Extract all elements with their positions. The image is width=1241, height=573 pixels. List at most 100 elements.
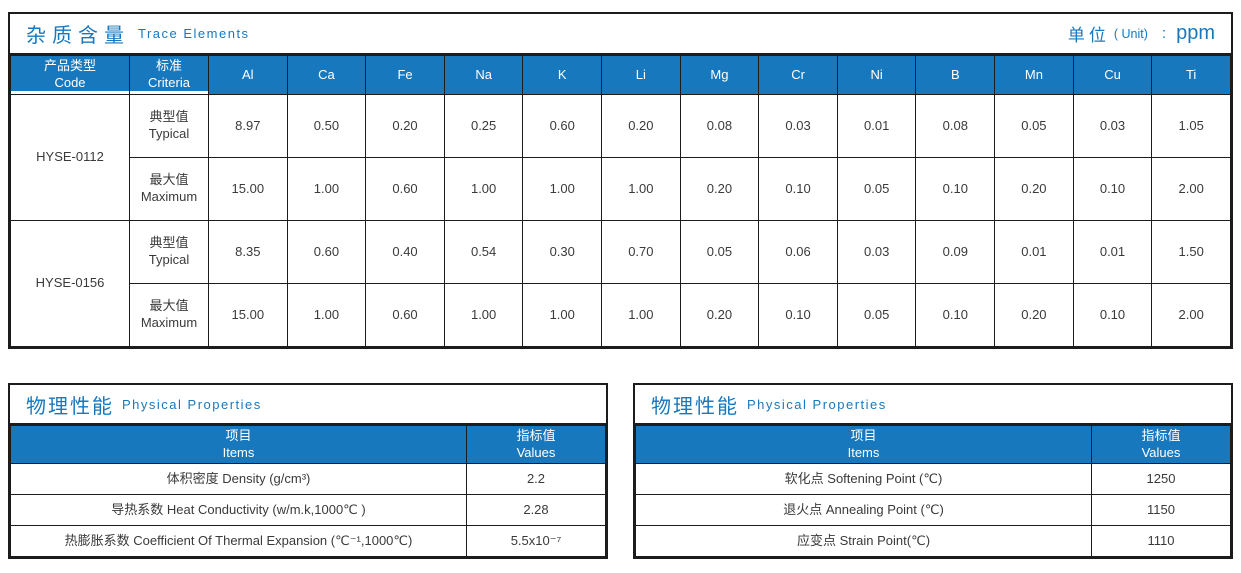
table-row: 热膨胀系数 Coefficient Of Thermal Expansion (… <box>10 525 606 557</box>
element-header: Cr <box>758 55 838 95</box>
value-cell: 0.01 <box>836 94 917 158</box>
header-items: 项目 Items <box>10 425 467 464</box>
item-cell: 导热系数 Heat Conductivity (w/m.k,1000℃ ) <box>10 494 467 526</box>
value-cell: 1.00 <box>522 157 603 221</box>
value-cell: 0.05 <box>836 157 917 221</box>
value-cell: 15.00 <box>208 283 288 347</box>
value-cell: 0.10 <box>1072 283 1153 347</box>
value-cell: 2.28 <box>466 494 606 526</box>
value-cell: 1110 <box>1091 525 1231 557</box>
unit-colon: : <box>1161 25 1167 42</box>
value-cell: 0.09 <box>915 220 996 284</box>
value-cell: 0.05 <box>679 220 760 284</box>
element-header: Li <box>601 55 681 95</box>
header-values: 指标值 Values <box>1091 425 1231 464</box>
criteria-zh: 典型值 <box>149 109 189 125</box>
value-cell: 0.60 <box>365 157 445 221</box>
value-cell: 0.10 <box>1072 157 1153 221</box>
header-items-en: Items <box>847 444 880 460</box>
header-code-en: Code <box>54 75 86 90</box>
item-cell: 应变点 Strain Point(℃) <box>635 525 1092 557</box>
header-items: 项目 Items <box>635 425 1092 464</box>
value-cell: 1.05 <box>1151 94 1231 158</box>
element-header: Al <box>208 55 288 95</box>
physical-left-header-row: 项目 Items 指标值 Values <box>10 425 606 464</box>
value-cell: 0.03 <box>836 220 917 284</box>
value-cell: 0.03 <box>1072 94 1153 158</box>
value-cell: 1.00 <box>286 283 367 347</box>
trace-title-zh: 杂质含量 <box>26 25 130 47</box>
physical-left-table: 项目 Items 指标值 Values 体积密度 Density (g/cm³)… <box>10 425 606 557</box>
value-cell: 1.00 <box>443 283 524 347</box>
value-cell: 0.05 <box>994 94 1074 158</box>
criteria-cell: 最大值 Maximum <box>129 283 209 347</box>
value-cell: 0.01 <box>1072 220 1153 284</box>
unit-paren: ( Unit) <box>1113 26 1148 41</box>
criteria-cell: 最大值 Maximum <box>129 157 209 221</box>
unit-label: 单位 ( Unit) : ppm <box>1068 21 1215 46</box>
criteria-en: Typical <box>148 252 190 267</box>
value-cell: 0.70 <box>601 220 681 284</box>
physical-right-title-bar: 物理性能 Physical Properties <box>635 385 1231 425</box>
physical-left-title-zh: 物理性能 <box>26 395 114 418</box>
criteria-en: Maximum <box>140 189 198 204</box>
physical-right-header-row: 项目 Items 指标值 Values <box>635 425 1231 464</box>
value-cell: 0.20 <box>679 157 760 221</box>
header-values-en: Values <box>1141 444 1181 460</box>
value-cell: 0.05 <box>836 283 917 347</box>
value-cell: 0.20 <box>994 283 1074 347</box>
item-cell: 软化点 Softening Point (℃) <box>635 463 1092 495</box>
unit-value: ppm <box>1176 22 1215 44</box>
trace-header-row: 产品类型 Code 标准 Criteria Al Ca Fe Na K Li M… <box>10 55 1231 95</box>
criteria-en: Typical <box>148 126 190 141</box>
physical-right-table: 项目 Items 指标值 Values 软化点 Softening Point … <box>635 425 1231 557</box>
value-cell: 0.03 <box>758 94 838 158</box>
table-row: HYSE-0112 典型值 Typical 8.97 0.50 0.20 0.2… <box>10 94 1231 221</box>
header-values-zh: 指标值 <box>516 427 556 443</box>
value-cell: 0.60 <box>286 220 367 284</box>
value-cell: 0.10 <box>758 157 838 221</box>
trace-elements-panel: 杂质含量 Trace Elements 单位 ( Unit) : ppm 产品类… <box>8 12 1233 349</box>
value-cell: 0.10 <box>915 157 996 221</box>
value-cell: 0.20 <box>994 157 1074 221</box>
value-cell: 2.00 <box>1151 283 1231 347</box>
header-criteria-en: Criteria <box>148 75 190 90</box>
value-cell: 1150 <box>1091 494 1231 526</box>
criteria-zh: 典型值 <box>149 235 189 251</box>
table-row: 退火点 Annealing Point (℃) 1150 <box>635 494 1231 526</box>
value-cell: 8.35 <box>208 220 288 284</box>
value-cell: 0.60 <box>365 283 445 347</box>
physical-right-title-zh: 物理性能 <box>651 395 739 418</box>
table-row: 导热系数 Heat Conductivity (w/m.k,1000℃ ) 2.… <box>10 494 606 526</box>
header-values: 指标值 Values <box>466 425 606 464</box>
element-header: Cu <box>1072 55 1153 95</box>
value-cell: 2.2 <box>466 463 606 495</box>
unit-zh: 单位 <box>1067 26 1110 45</box>
header-items-en: Items <box>222 444 255 460</box>
value-cell: 1.00 <box>601 283 681 347</box>
header-items-zh: 项目 <box>850 427 877 443</box>
table-row: 应变点 Strain Point(℃) 1110 <box>635 525 1231 557</box>
product-code-cell: HYSE-0112 <box>10 94 130 221</box>
value-cell: 2.00 <box>1151 157 1231 221</box>
criteria-en: Maximum <box>140 315 198 330</box>
value-cell: 0.08 <box>915 94 996 158</box>
element-header: B <box>915 55 996 95</box>
value-cell: 1.00 <box>286 157 367 221</box>
criteria-cell: 典型值 Typical <box>129 94 209 158</box>
value-cell: 0.54 <box>443 220 524 284</box>
header-values-en: Values <box>516 444 556 460</box>
criteria-zh: 最大值 <box>149 172 189 188</box>
physical-properties-panel-right: 物理性能 Physical Properties 项目 Items 指标值 Va… <box>633 383 1233 559</box>
header-criteria-zh: 标准 <box>155 58 182 74</box>
element-header: Ni <box>836 55 917 95</box>
value-cell: 15.00 <box>208 157 288 221</box>
header-criteria: 标准 Criteria <box>129 55 209 95</box>
table-row: 体积密度 Density (g/cm³) 2.2 <box>10 463 606 495</box>
value-cell: 0.10 <box>758 283 838 347</box>
value-cell: 8.97 <box>208 94 288 158</box>
trace-title-en: Trace Elements <box>138 26 250 41</box>
value-cell: 0.60 <box>522 94 603 158</box>
value-cell: 0.50 <box>286 94 367 158</box>
item-cell: 热膨胀系数 Coefficient Of Thermal Expansion (… <box>10 525 467 557</box>
